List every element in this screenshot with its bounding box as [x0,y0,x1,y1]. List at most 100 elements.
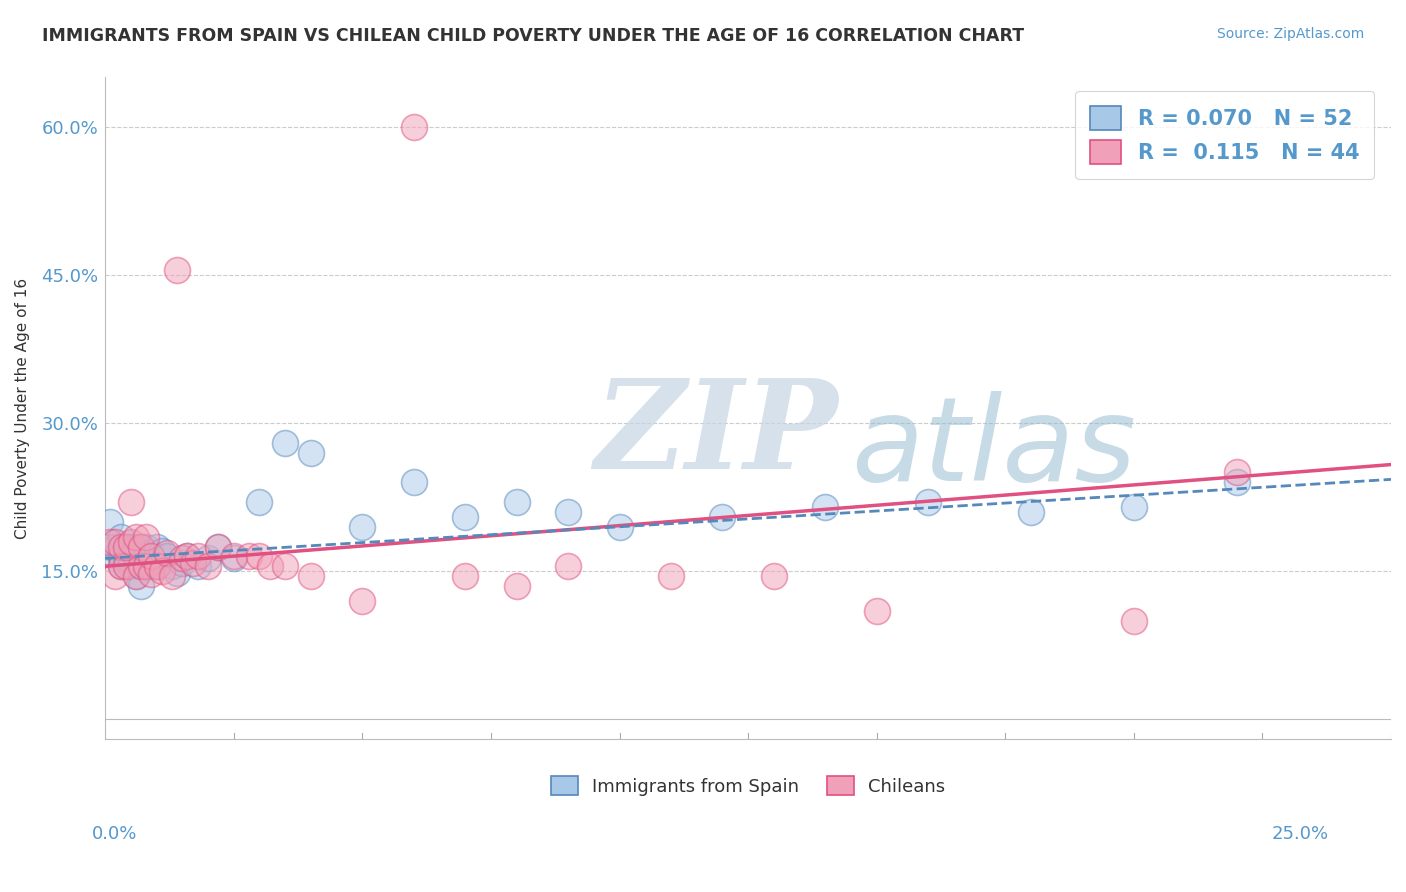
Point [129,579,152,593]
Point [187,549,209,564]
Point [454,569,477,583]
Point [141,546,163,560]
Point [156,549,179,564]
Point [150,544,173,558]
Point [114,540,136,554]
Point [98,534,121,549]
Point [557,559,579,574]
Point [110,540,132,554]
Point [1122,500,1144,514]
Point [172,557,194,571]
Point [259,559,281,574]
Point [274,435,297,450]
Point [222,551,245,566]
Point [1226,475,1249,490]
Point [505,495,527,509]
Point [207,540,229,554]
Point [110,549,132,564]
Point [156,546,179,560]
Text: ZIP: ZIP [593,374,838,495]
Point [145,540,167,554]
Point [402,120,425,134]
Point [129,559,152,574]
Point [917,495,939,509]
Point [125,569,148,583]
Point [125,569,148,583]
Point [352,520,374,534]
Point [98,540,121,554]
Point [104,540,127,554]
Point [129,559,152,574]
Point [114,544,136,558]
Point [1122,614,1144,628]
Point [114,554,136,568]
Point [1019,505,1042,519]
Point [197,559,219,574]
Point [609,520,631,534]
Point [866,604,889,618]
Point [120,495,142,509]
Y-axis label: Child Poverty Under the Age of 16: Child Poverty Under the Age of 16 [15,277,30,539]
Point [454,509,477,524]
Point [145,559,167,574]
Point [104,549,127,564]
Point [125,540,148,554]
Point [135,559,157,574]
Text: atlas: atlas [851,391,1136,505]
Point [125,530,148,544]
Point [187,559,209,574]
Point [120,559,142,574]
Point [141,567,163,582]
Point [160,569,183,583]
Point [104,534,127,549]
Legend: Immigrants from Spain, Chileans: Immigrants from Spain, Chileans [544,769,952,803]
Point [711,509,734,524]
Point [120,554,142,568]
Point [814,500,837,514]
Point [120,544,142,558]
Point [129,540,152,554]
Point [762,569,785,583]
Point [207,540,229,554]
Point [150,564,173,578]
Point [110,530,132,544]
Point [166,566,188,581]
Point [98,515,121,529]
Point [120,534,142,549]
Point [104,569,127,583]
Point [160,559,183,574]
Point [402,475,425,490]
Point [274,559,297,574]
Point [299,446,322,460]
Point [222,549,245,564]
Point [249,549,271,564]
Point [299,569,322,583]
Point [110,559,132,574]
Point [238,549,260,564]
Point [135,559,157,574]
Point [172,551,194,566]
Point [135,540,157,554]
Point [166,263,188,277]
Text: 25.0%: 25.0% [1271,825,1329,843]
Point [176,549,198,564]
Point [141,549,163,564]
Point [659,569,682,583]
Text: Source: ZipAtlas.com: Source: ZipAtlas.com [1216,27,1364,41]
Point [125,549,148,564]
Point [557,505,579,519]
Point [505,579,527,593]
Point [197,551,219,566]
Point [1226,466,1249,480]
Point [181,557,204,571]
Point [110,559,132,574]
Text: IMMIGRANTS FROM SPAIN VS CHILEAN CHILD POVERTY UNDER THE AGE OF 16 CORRELATION C: IMMIGRANTS FROM SPAIN VS CHILEAN CHILD P… [42,27,1025,45]
Point [114,559,136,574]
Point [135,530,157,544]
Point [114,540,136,554]
Text: 0.0%: 0.0% [91,825,136,843]
Point [352,594,374,608]
Point [249,495,271,509]
Point [129,540,152,554]
Point [120,540,142,554]
